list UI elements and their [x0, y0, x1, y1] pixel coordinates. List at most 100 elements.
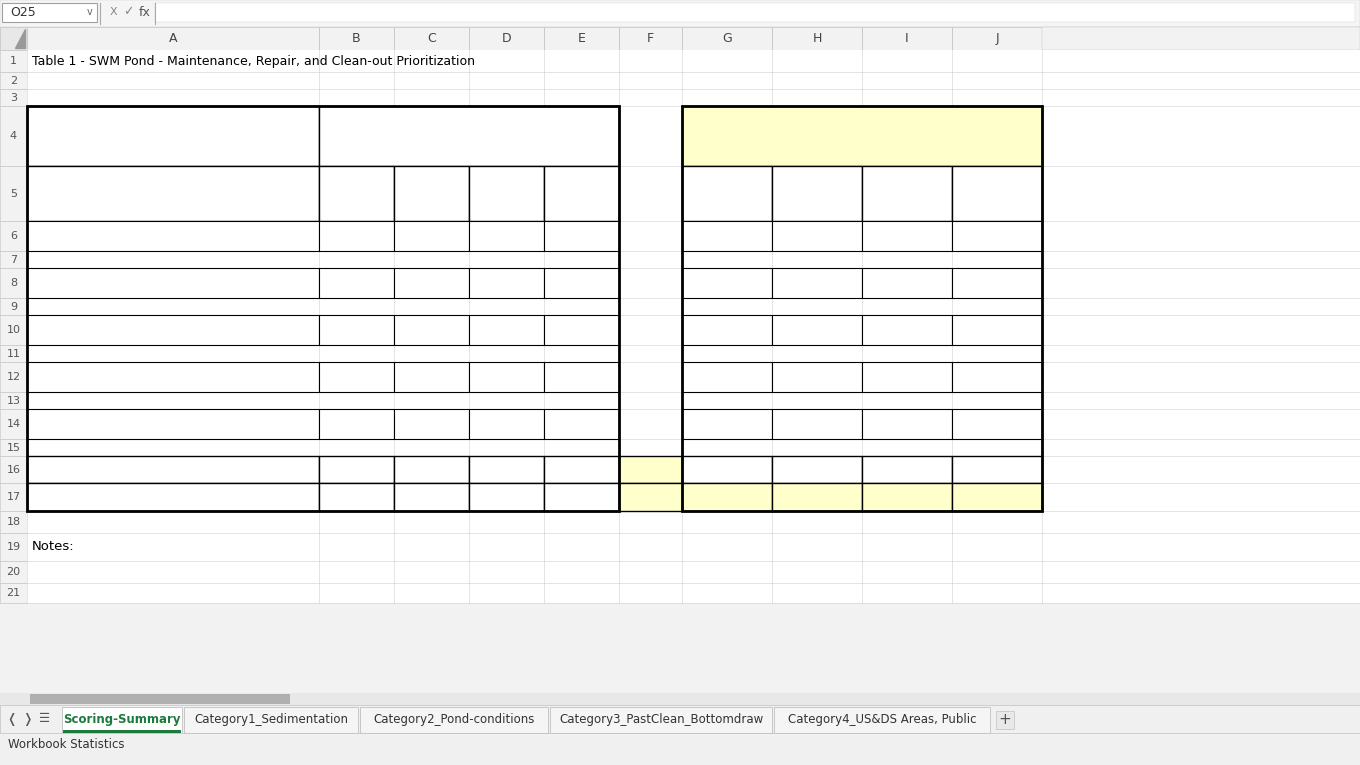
Bar — [27, 362, 320, 392]
Bar — [551, 707, 772, 733]
Bar — [544, 268, 619, 298]
Text: 0: 0 — [993, 370, 1001, 384]
Bar — [544, 315, 619, 345]
Bar — [862, 456, 952, 483]
Text: 0: 0 — [427, 276, 435, 290]
Bar — [544, 221, 619, 251]
Text: 0: 0 — [903, 417, 911, 431]
Bar — [27, 166, 320, 221]
Bar — [952, 483, 1042, 511]
Bar — [0, 735, 1360, 765]
Text: 2: 2 — [10, 76, 18, 86]
Text: SWMP4: SWMP4 — [552, 187, 611, 200]
Bar — [0, 251, 27, 268]
Text: 13: 13 — [7, 396, 20, 405]
Text: SWMP1: SWMP1 — [328, 463, 385, 476]
Text: 20: 20 — [718, 323, 736, 337]
Bar — [394, 268, 469, 298]
Text: Weighted: Weighted — [615, 463, 687, 476]
Bar — [320, 166, 394, 221]
Text: 20: 20 — [348, 323, 366, 337]
Text: 0: 0 — [993, 417, 1001, 431]
Text: 0: 0 — [993, 276, 1001, 290]
Text: I: I — [906, 32, 908, 45]
Text: 2: 2 — [577, 229, 586, 243]
Text: A: A — [169, 32, 177, 45]
Bar — [0, 0, 1360, 27]
Bar — [681, 27, 772, 50]
Text: SWMP2: SWMP2 — [787, 187, 846, 200]
Bar — [27, 409, 320, 439]
Text: Table 1 - SWM Pond - Maintenance, Repair, and Clean-out Prioritization: Table 1 - SWM Pond - Maintenance, Repair… — [33, 54, 475, 67]
Bar — [952, 409, 1042, 439]
Bar — [394, 456, 469, 483]
Text: 24: 24 — [718, 370, 736, 384]
Bar — [681, 166, 772, 221]
Bar — [544, 27, 619, 50]
Text: 2: 2 — [502, 229, 511, 243]
Bar — [320, 409, 394, 439]
Bar — [862, 166, 952, 221]
Bar — [27, 298, 1360, 315]
Bar — [952, 362, 1042, 392]
Bar — [27, 106, 320, 166]
Text: 0: 0 — [502, 276, 511, 290]
Text: X: X — [109, 7, 117, 17]
Text: SWMP3: SWMP3 — [879, 463, 936, 476]
Text: 3: 3 — [352, 229, 360, 243]
Bar — [681, 106, 1042, 511]
Text: Workbook Statistics: Workbook Statistics — [8, 738, 125, 751]
Text: 0: 0 — [502, 370, 511, 384]
Text: 0: 0 — [502, 323, 511, 337]
Bar — [0, 27, 1360, 50]
Bar — [320, 106, 619, 166]
Text: SWMP2: SWMP2 — [404, 463, 460, 476]
Bar — [772, 268, 862, 298]
Text: 3. Past Clean-out, Bottom Draw Assessment: 3. Past Clean-out, Bottom Draw Assessmen… — [35, 324, 311, 337]
Bar — [0, 0, 1360, 27]
Text: 0: 0 — [577, 370, 586, 384]
Bar — [27, 221, 1360, 251]
Bar — [0, 315, 27, 345]
Bar — [27, 392, 1360, 409]
Text: Category: Category — [137, 187, 208, 200]
Bar — [862, 268, 952, 298]
Text: 0: 0 — [427, 323, 435, 337]
Text: SWMP1: SWMP1 — [326, 187, 386, 200]
Text: Category1_Sedimentation: Category1_Sedimentation — [194, 714, 348, 727]
Bar — [27, 362, 1360, 392]
Bar — [0, 439, 27, 456]
Bar — [862, 221, 952, 251]
Bar — [0, 50, 27, 72]
Text: G: G — [722, 32, 732, 45]
Text: SWMP1: SWMP1 — [698, 187, 756, 200]
Bar — [27, 345, 1360, 362]
Bar — [772, 456, 862, 483]
Bar — [0, 166, 27, 221]
Text: 1: 1 — [427, 490, 437, 504]
Bar — [681, 315, 772, 345]
Bar — [0, 221, 27, 251]
Text: 20: 20 — [898, 229, 915, 243]
Bar — [30, 694, 290, 704]
Bar — [0, 533, 27, 561]
Bar — [772, 483, 862, 511]
Bar — [320, 27, 394, 50]
Bar — [772, 409, 862, 439]
Text: 0: 0 — [813, 276, 821, 290]
Bar — [27, 268, 1360, 298]
Text: 10: 10 — [808, 229, 826, 243]
Text: 21: 21 — [7, 588, 20, 598]
Bar — [681, 221, 772, 251]
Text: +: + — [998, 712, 1010, 728]
Text: ☰: ☰ — [39, 712, 50, 725]
Bar — [772, 221, 862, 251]
Bar — [544, 456, 619, 483]
Text: 9: 9 — [10, 301, 18, 311]
Bar — [681, 456, 772, 483]
Bar — [63, 707, 182, 733]
Text: SWMP3: SWMP3 — [477, 187, 536, 200]
Bar — [0, 362, 27, 392]
Bar — [0, 106, 27, 166]
Bar — [544, 362, 619, 392]
